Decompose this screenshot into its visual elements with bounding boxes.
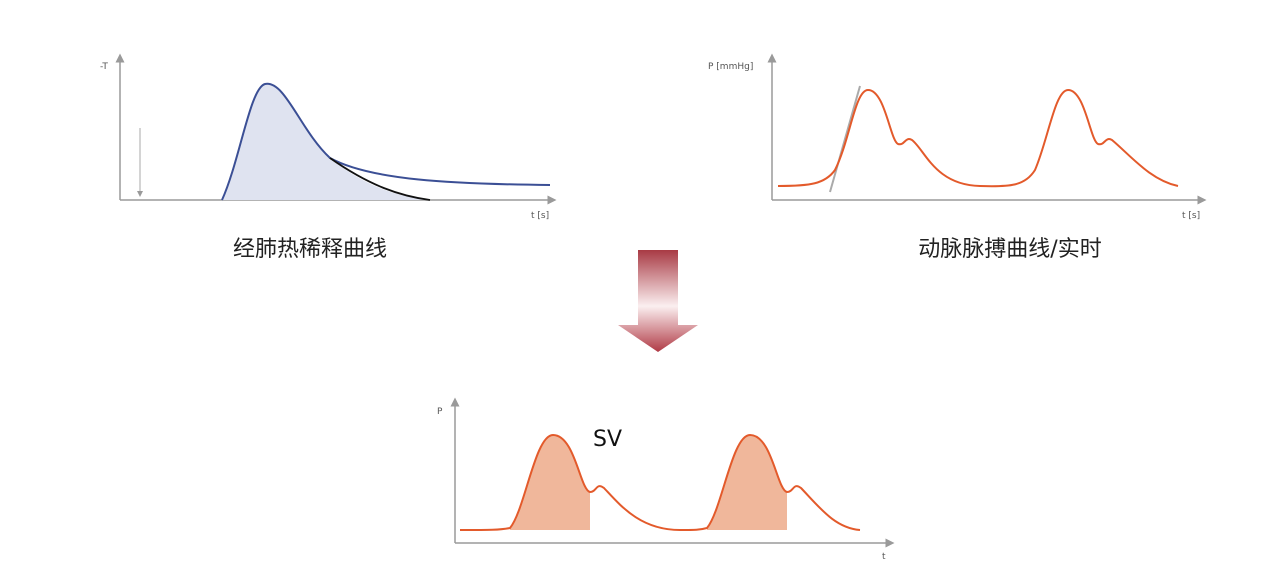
- pulse-curve: [777, 88, 1179, 188]
- flow-arrow: [618, 250, 698, 352]
- sv-label: SV: [593, 427, 622, 452]
- x-axis-label: t [s]: [1182, 211, 1200, 221]
- y-axis-label: P [mmHg]: [708, 62, 753, 72]
- thermodilution-panel: -T t [s] 经肺热稀释曲线: [100, 53, 557, 262]
- pulse-curve: [459, 433, 861, 532]
- stroke-volume-panel: P t SV: [437, 397, 895, 562]
- x-axis-label: t: [882, 552, 886, 562]
- extrapolation-line: [329, 157, 431, 201]
- sv-area: [707, 435, 787, 530]
- thermodilution-curve: [221, 82, 551, 201]
- y-axis-label: P: [437, 407, 443, 417]
- y-axis-label: -T: [100, 62, 108, 72]
- pulse-panel: P [mmHg] t [s] 动脉脉搏曲线/实时: [708, 53, 1207, 262]
- curve-area: [222, 83, 430, 200]
- tangent-line: [829, 85, 861, 193]
- caption: 动脉脉搏曲线/实时: [918, 237, 1101, 262]
- caption: 经肺热稀释曲线: [233, 237, 387, 262]
- x-axis-label: t [s]: [531, 211, 549, 221]
- sv-area: [510, 435, 590, 530]
